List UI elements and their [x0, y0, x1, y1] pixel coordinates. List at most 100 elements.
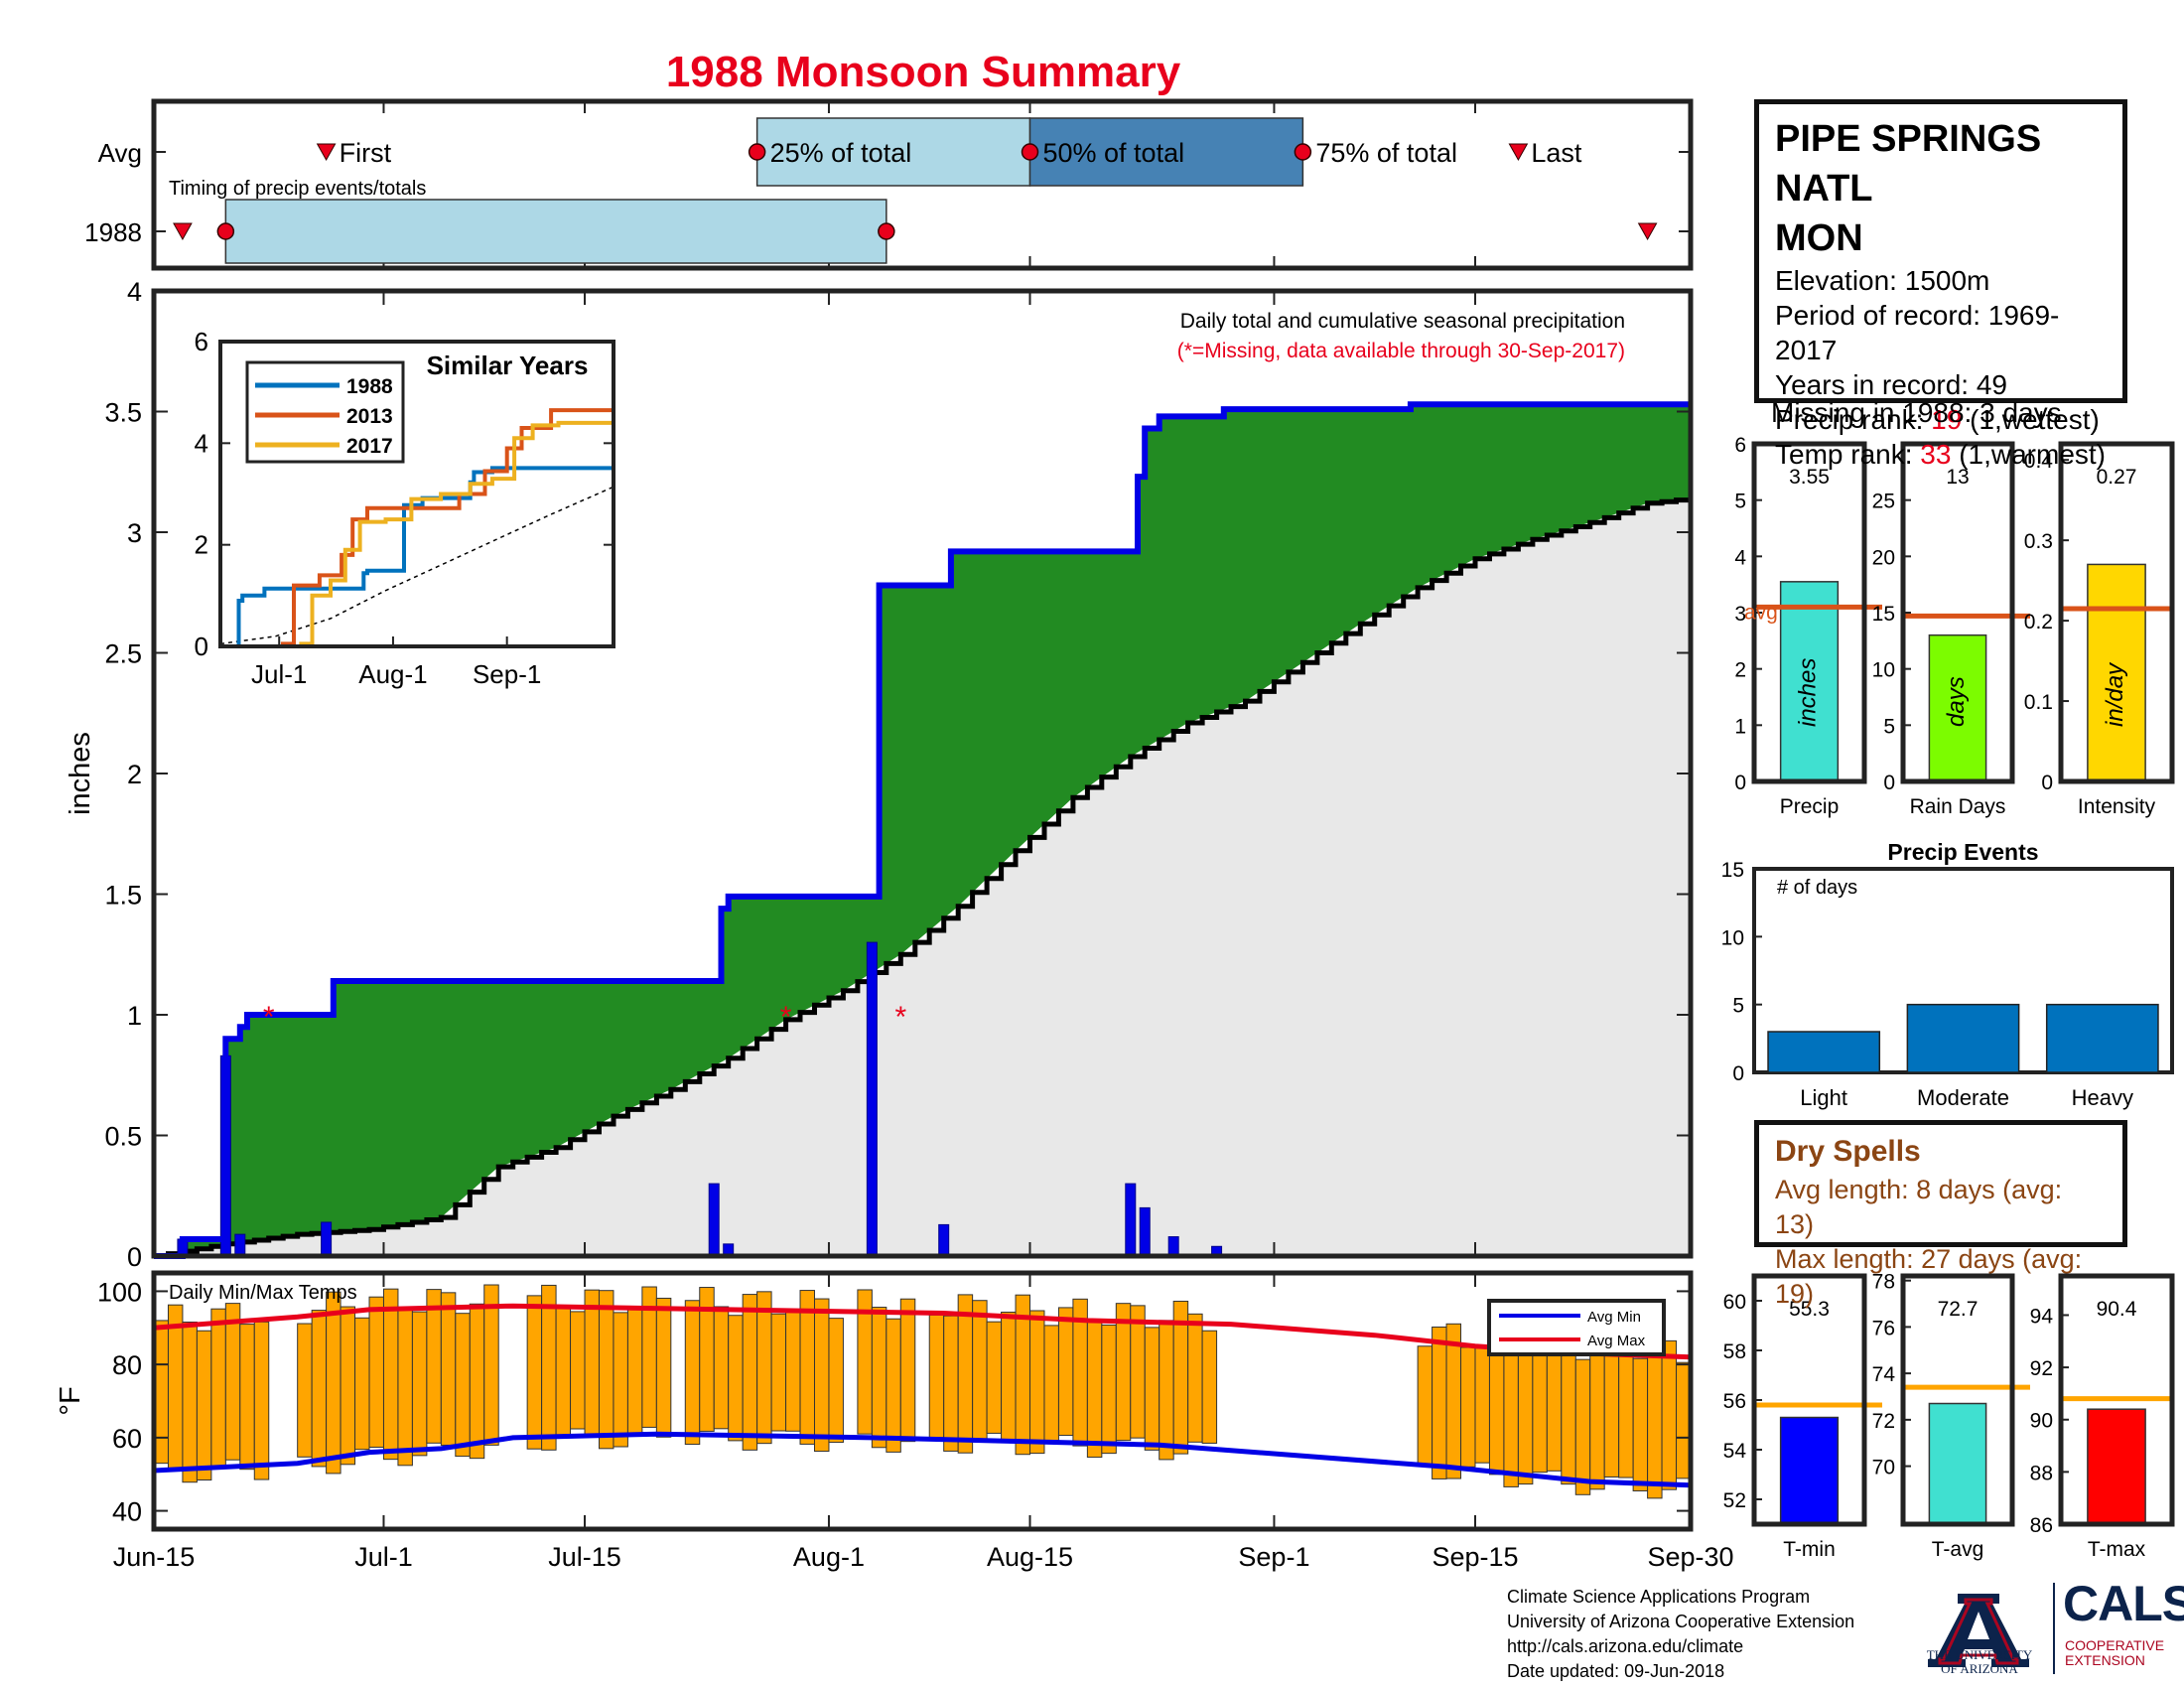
rain_days-ytick-label: 20: [1872, 546, 1895, 569]
timing-title: Timing of precip events/totals: [169, 178, 426, 200]
daily-temp-bar: [943, 1315, 959, 1452]
credits-line3: http://cals.arizona.edu/climate: [1507, 1636, 1744, 1656]
intensity-ytick-label: 0.1: [2024, 691, 2053, 714]
daily-temp-bar: [397, 1309, 413, 1467]
precip_total-avg-label: avg: [1744, 601, 1778, 624]
events-category-label: Light: [1800, 1085, 1847, 1110]
similar-legend-label-2013: 2013: [346, 405, 393, 428]
temp-rank-note: (1,warmest): [1951, 439, 2107, 470]
temps-xtick-label: Jun-15: [113, 1542, 196, 1572]
temps-xtick-label: Sep-15: [1432, 1542, 1518, 1572]
daily-temp-bar: [742, 1294, 758, 1451]
daily-temp-bar: [224, 1303, 241, 1461]
avg-first-label: First: [340, 138, 392, 168]
daily-temp-bar: [1532, 1343, 1548, 1474]
logo-divider: [2053, 1583, 2055, 1674]
precip_total-value-label: 3.55: [1789, 466, 1830, 489]
daily-precip-bar: [866, 941, 878, 1257]
daily-temp-bar: [455, 1313, 471, 1458]
daily-temp-bar: [871, 1307, 887, 1449]
daily-temp-bar: [570, 1311, 586, 1430]
precip-ytick-label: 4: [127, 277, 142, 307]
daily-temp-bar: [326, 1291, 341, 1475]
daily-temp-bar: [1517, 1354, 1534, 1485]
station-period: Period of record: 1969-2017: [1775, 300, 2060, 365]
daily-temp-bar: [813, 1298, 830, 1453]
precip-ytick-label: 1.5: [104, 881, 142, 911]
temps-xtick-label: Aug-1: [793, 1542, 865, 1572]
daily-temp-bar: [1647, 1336, 1663, 1499]
precip_total-inner-label: inches: [1795, 658, 1822, 727]
temps-title: Daily Min/Max Temps: [169, 1282, 357, 1304]
ua-line2: OF ARIZONA: [1941, 1661, 2018, 1676]
precip_total-ytick-label: 5: [1734, 491, 1746, 513]
tavg-category-label: T-avg: [1932, 1538, 1984, 1561]
similar-legend-label-1988: 1988: [346, 375, 393, 398]
temps-xtick-label: Jul-1: [354, 1542, 413, 1572]
daily-temp-bar: [196, 1330, 212, 1481]
rain_days-ytick-label: 10: [1872, 659, 1895, 682]
credits-line2: University of Arizona Cooperative Extens…: [1507, 1612, 1855, 1631]
timing-row-label-avg: Avg: [98, 138, 142, 168]
temps-xtick-label: Aug-15: [987, 1542, 1073, 1572]
events-annotation: # of days: [1777, 877, 1857, 899]
daily-precip-bar: [708, 1183, 720, 1257]
temps-ytick-label: 40: [112, 1497, 142, 1527]
temps-xtick-label: Sep-30: [1647, 1542, 1733, 1572]
avg-first-marker: [316, 143, 337, 162]
tavg-value-label: 72.7: [1938, 1298, 1979, 1321]
avg-q75-label: 75% of total: [1315, 138, 1457, 168]
daily-temp-bar: [1029, 1310, 1045, 1455]
tmin-ytick-label: 58: [1723, 1340, 1746, 1363]
year-q25-marker: [216, 222, 235, 240]
cals-logo: CALS: [2063, 1576, 2184, 1631]
daily-temp-bar: [928, 1314, 945, 1439]
avg-q25-marker: [748, 143, 766, 161]
events-category-label: Moderate: [1917, 1085, 2009, 1110]
similar-series-2013: [220, 407, 615, 648]
daily-temp-bar: [1561, 1344, 1576, 1485]
avg-q25-label: 25% of total: [770, 138, 912, 168]
missing-day-marker: *: [894, 1001, 906, 1034]
similar-xtick-label: Aug-1: [358, 659, 427, 689]
missing-day-marker: *: [263, 1001, 275, 1034]
daily-temp-bar: [986, 1321, 1003, 1434]
station-missing: Missing in 1988: 3 days: [1771, 397, 2062, 428]
precip-ytick-label: 2: [127, 760, 142, 789]
daily-temp-bar: [1432, 1326, 1447, 1479]
avg-q25-q50-bar: [755, 117, 1031, 187]
similar-ytick-label: 2: [195, 530, 208, 560]
events-ytick-label: 10: [1721, 926, 1744, 949]
precip-rank-label: Precip rank:: [1775, 404, 1932, 435]
daily-precip-bar: [938, 1223, 950, 1257]
tmin-category-label: T-min: [1783, 1538, 1836, 1561]
daily-temp-bar: [1632, 1357, 1649, 1491]
precip-rank-note: (1,wettest): [1962, 404, 2100, 435]
precip-1988-cumulative-line: [154, 401, 1691, 1259]
cals-subtitle: COOPERATIVE EXTENSION: [2065, 1638, 2164, 1668]
daily-temp-bar: [828, 1318, 844, 1444]
rain_days-category-label: Rain Days: [1910, 795, 2006, 818]
precip_total-ytick-label: 2: [1734, 659, 1746, 682]
year-q25-q75-bar: [224, 199, 887, 264]
cals-sub2: EXTENSION: [2065, 1652, 2145, 1668]
daily-precip-bar: [321, 1221, 333, 1257]
tmax-category-label: T-max: [2088, 1538, 2146, 1561]
precip-ytick-label: 0.5: [104, 1122, 142, 1152]
similar-average-line: [219, 486, 614, 645]
precip-ytick-label: 3.5: [104, 398, 142, 428]
similar-series-2017: [220, 415, 615, 648]
precip-rank-value: 19: [1931, 404, 1963, 435]
daily-precip-bar: [1139, 1206, 1151, 1257]
daily-temp-bar: [469, 1303, 485, 1460]
rain_days-ytick-label: 25: [1872, 491, 1895, 513]
daily-temp-bar: [1661, 1339, 1678, 1490]
tmax-bar: [2087, 1408, 2146, 1525]
temp-rank-value: 33: [1920, 439, 1952, 470]
tmax-ytick-label: 94: [2030, 1305, 2054, 1328]
daily-temp-bar: [655, 1297, 672, 1438]
precip-average-fill: [154, 498, 1691, 1256]
avg-last-marker: [1508, 143, 1529, 162]
rain_days-value-label: 13: [1946, 466, 1969, 489]
avg-q50-label: 50% of total: [1043, 138, 1185, 168]
